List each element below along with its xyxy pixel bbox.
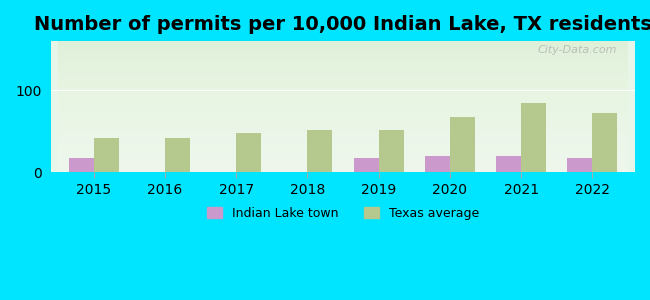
Bar: [165, 138, 190, 172]
Bar: [496, 156, 521, 172]
Bar: [425, 156, 450, 172]
Bar: [567, 158, 592, 172]
Bar: [354, 158, 379, 172]
Bar: [592, 113, 617, 172]
Legend: Indian Lake town, Texas average: Indian Lake town, Texas average: [202, 202, 484, 225]
Text: City-Data.com: City-Data.com: [538, 45, 617, 55]
Title: Number of permits per 10,000 Indian Lake, TX residents: Number of permits per 10,000 Indian Lake…: [34, 15, 650, 34]
Bar: [94, 138, 119, 172]
Bar: [69, 158, 94, 172]
Bar: [521, 103, 546, 172]
Bar: [450, 116, 474, 172]
Bar: [379, 130, 404, 172]
Bar: [307, 130, 332, 172]
Bar: [236, 133, 261, 172]
